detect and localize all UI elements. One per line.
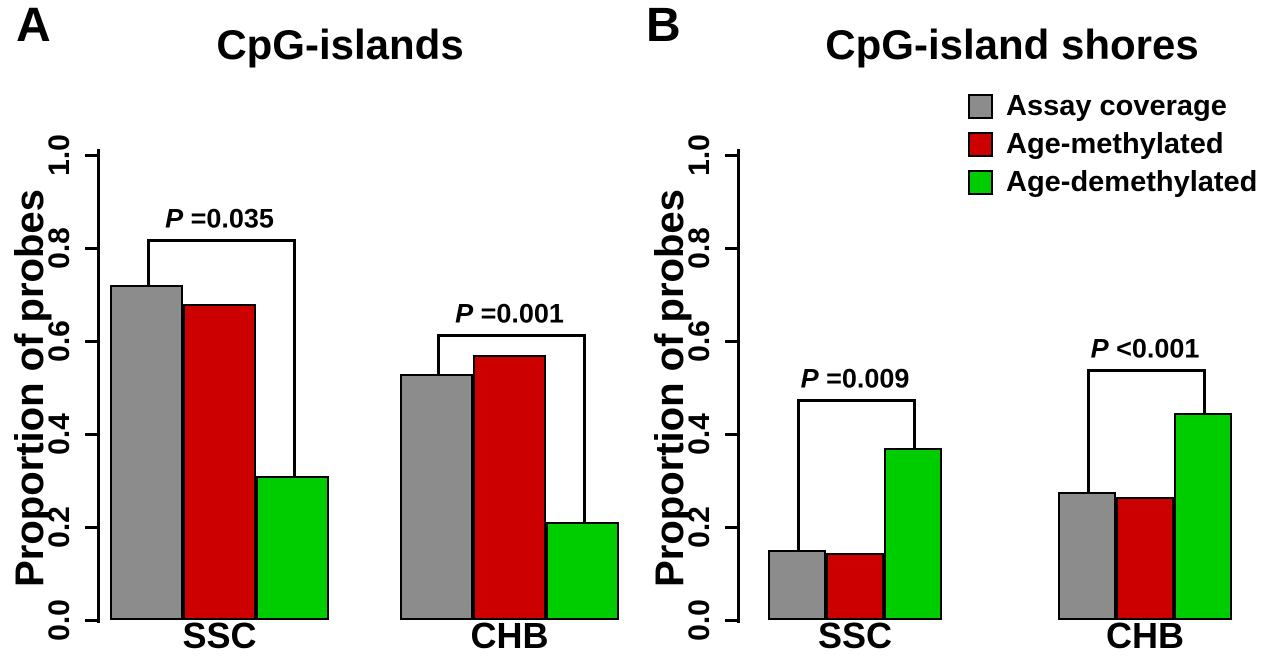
- panel-letter-B: B: [646, 0, 681, 52]
- y-tick-label-text: 0.0: [43, 599, 76, 641]
- y-tick: [725, 618, 737, 622]
- significance-bracket: [797, 399, 800, 551]
- bar-age-methylated-chb: [1116, 496, 1174, 620]
- p-value-text: P <0.001: [1090, 333, 1200, 364]
- p-value-text: P =0.035: [165, 203, 274, 234]
- significance-bracket: [797, 399, 916, 403]
- bar-age-methylated-ssc: [183, 303, 256, 620]
- y-tick: [725, 432, 737, 436]
- y-tick: [725, 153, 737, 157]
- x-category-label-text: SSC: [182, 615, 257, 656]
- significance-bracket: [913, 399, 916, 448]
- y-tick-label-text: 0.8: [683, 227, 716, 269]
- y-tick-label-text: 0.6: [683, 320, 716, 362]
- panel-A: A CpG-islands Proportion of probes 0.0 0.…: [0, 0, 640, 656]
- x-category-label-text: CHB: [1106, 615, 1184, 656]
- legend: Assay coverage Age-methylated Age-demethyl…: [968, 92, 1257, 206]
- y-tick: [85, 153, 97, 157]
- bar-age-demethylated-chb: [546, 522, 619, 620]
- y-tick-label-text: 0.4: [43, 413, 76, 455]
- panel-title-A: CpG-islands: [216, 21, 464, 68]
- panel-title-B: CpG-island shores: [825, 21, 1199, 68]
- significance-bracket: [582, 334, 586, 523]
- y-tick-label-text: 0.4: [683, 413, 716, 455]
- p-value-text: P =0.009: [800, 363, 910, 394]
- y-tick-label-text: 0.8: [43, 227, 76, 269]
- bar-age-demethylated-chb: [1174, 413, 1232, 620]
- y-tick-label-text: 0.2: [683, 506, 716, 548]
- bar-age-methylated-chb: [473, 354, 546, 620]
- y-tick: [85, 246, 97, 250]
- legend-item-age-methylated: Age-methylated: [968, 130, 1257, 159]
- p-value-text: P =0.001: [455, 298, 564, 329]
- y-tick-label-text: 0.6: [43, 320, 76, 362]
- panel-letter-A: A: [16, 0, 51, 52]
- y-tick: [85, 618, 97, 622]
- bar-age-methylated-ssc: [826, 552, 884, 620]
- legend-label: Age-demethylated: [1006, 166, 1258, 198]
- panel-B: B CpG-island shores Proportion of probes…: [640, 0, 1280, 656]
- bar-age-demethylated-ssc: [884, 447, 942, 620]
- y-tick: [725, 339, 737, 343]
- y-axis: [97, 149, 100, 623]
- legend-item-assay-coverage: Assay coverage: [968, 92, 1257, 121]
- legend-item-age-demethylated: Age-demethylated: [968, 168, 1257, 197]
- y-tick: [725, 246, 737, 250]
- legend-swatch: [968, 132, 993, 157]
- y-tick-label-text: 1.0: [43, 134, 76, 176]
- legend-swatch: [968, 94, 993, 119]
- y-tick-label-text: 0.2: [43, 506, 76, 548]
- significance-bracket: [1087, 368, 1090, 493]
- y-tick-label-text: 1.0: [683, 134, 716, 176]
- y-tick: [85, 525, 97, 529]
- y-tick-label-text: 0.0: [683, 599, 716, 641]
- y-tick: [85, 339, 97, 343]
- y-tick: [725, 525, 737, 529]
- y-tick: [85, 432, 97, 436]
- significance-bracket: [146, 238, 296, 242]
- bar-assay-coverage-ssc: [768, 550, 826, 620]
- bar-assay-coverage-chb: [400, 373, 473, 620]
- bar-assay-coverage-chb: [1058, 492, 1116, 620]
- legend-label: Assay coverage: [1006, 90, 1227, 122]
- x-category-label-text: CHB: [470, 615, 549, 656]
- y-axis: [737, 149, 740, 623]
- significance-bracket: [1087, 368, 1206, 372]
- bar-age-demethylated-ssc: [256, 475, 329, 620]
- legend-label: Age-methylated: [1006, 128, 1224, 160]
- significance-bracket: [1203, 368, 1206, 414]
- significance-bracket: [436, 334, 586, 338]
- significance-bracket: [292, 238, 296, 476]
- x-category-label-text: SSC: [817, 615, 893, 656]
- bar-assay-coverage-ssc: [110, 285, 183, 620]
- legend-swatch: [968, 170, 993, 195]
- significance-bracket: [146, 238, 150, 286]
- significance-bracket: [436, 334, 440, 374]
